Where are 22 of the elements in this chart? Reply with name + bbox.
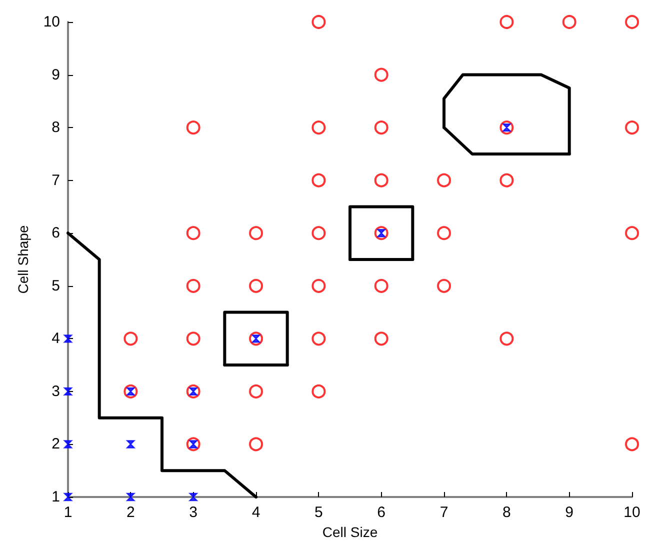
y-tick-label: 5 xyxy=(52,277,60,294)
x-tick-label: 2 xyxy=(126,504,135,521)
x-tick-label: 10 xyxy=(624,504,640,521)
y-tick-label: 4 xyxy=(52,330,60,348)
y-axis-title: Cell Shape xyxy=(15,225,31,294)
x-tick-label: 9 xyxy=(565,504,574,521)
x-tick-label: 8 xyxy=(502,504,511,521)
y-tick-label: 7 xyxy=(52,172,60,189)
x-tick-label: 4 xyxy=(252,504,260,521)
y-tick-label: 2 xyxy=(52,436,60,453)
y-tick-label: 1 xyxy=(52,488,60,506)
x-tick-label: 7 xyxy=(440,504,448,521)
y-tick-label: 8 xyxy=(52,119,60,136)
y-tick-label: 9 xyxy=(52,66,60,84)
y-tick-label: 10 xyxy=(43,14,60,30)
y-tick-label: 6 xyxy=(52,224,60,242)
x-tick-label: 6 xyxy=(377,504,386,521)
x-tick-label: 3 xyxy=(189,504,198,521)
x-tick-label: 5 xyxy=(314,504,323,521)
x-tick-label: 1 xyxy=(64,504,72,521)
y-tick-label: 3 xyxy=(52,382,60,400)
x-axis-title: Cell Size xyxy=(322,524,378,540)
